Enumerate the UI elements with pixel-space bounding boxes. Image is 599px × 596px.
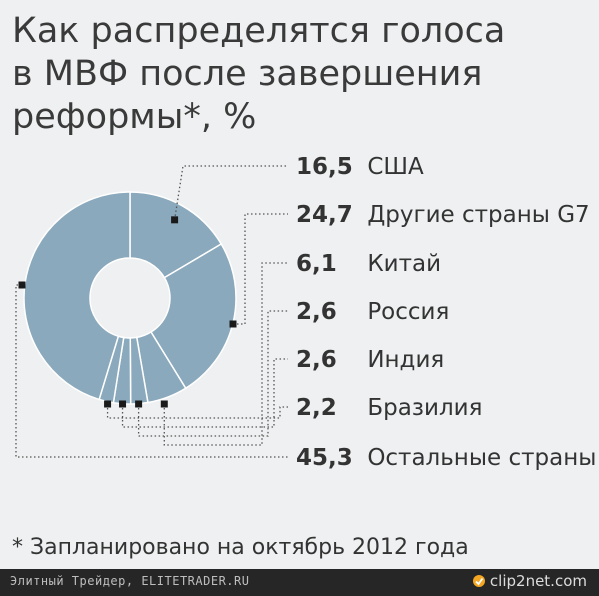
legend-item-china: 6,1 Китай [296, 249, 441, 279]
watermark-brand[interactable]: clip2net.com [472, 572, 587, 590]
legend-item-russia: 2,6 Россия [296, 297, 449, 327]
legend-item-usa: 16,5 США [296, 152, 424, 182]
legend-value: 6,1 [296, 251, 337, 277]
legend-label: Россия [367, 299, 450, 325]
leader-line-1 [173, 165, 288, 220]
legend-value: 2,6 [296, 299, 337, 325]
legend-label: Другие страны G7 [367, 202, 590, 228]
leader-line-2 [233, 213, 288, 325]
legend-item-brazil: 2,2 Бразилия [296, 393, 482, 423]
leader-line-6 [106, 404, 288, 419]
slice-marker-7 [18, 281, 26, 289]
slice-marker-2 [229, 320, 237, 328]
slice-marker-4 [135, 400, 143, 408]
watermark-source: Элитный Трейдер, ELITETRADER.RU [10, 574, 250, 588]
footnote: * Запланировано на октябрь 2012 года [12, 535, 469, 560]
legend-value: 2,6 [296, 347, 337, 373]
clip2net-logo-icon [472, 575, 485, 587]
leader-line-3 [163, 262, 288, 446]
slice-marker-1 [171, 216, 179, 224]
donut-slice-7 [23, 191, 131, 401]
legend-value: 16,5 [296, 154, 353, 180]
legend-value: 45,3 [296, 445, 353, 471]
leader-line-7 [15, 284, 288, 458]
watermark-brand-text: clip2net.com [489, 572, 587, 590]
donut-slice-1 [129, 191, 223, 279]
legend-label: Бразилия [367, 395, 483, 421]
legend-value: 24,7 [296, 202, 353, 228]
slice-marker-3 [160, 400, 168, 408]
donut-slice-2 [149, 243, 237, 390]
legend-item-india: 2,6 Индия [296, 345, 444, 375]
slice-marker-5 [119, 400, 127, 408]
legend-value: 2,2 [296, 395, 337, 421]
legend-label: США [367, 154, 424, 180]
watermark-bar: Элитный Трейдер, ELITETRADER.RU clip2net… [0, 569, 599, 596]
legend-label: Остальные страны [367, 445, 597, 471]
slice-marker-6 [104, 400, 112, 408]
legend-item-rest: 45,3 Остальные страны [296, 443, 596, 473]
legend-label: Индия [367, 347, 445, 373]
chart-title: Как распределятся голоса в МВФ после зав… [12, 11, 506, 137]
legend-item-other-g7: 24,7 Другие страны G7 [296, 200, 590, 230]
leader-line-4 [137, 310, 288, 437]
legend-label: Китай [367, 251, 442, 277]
